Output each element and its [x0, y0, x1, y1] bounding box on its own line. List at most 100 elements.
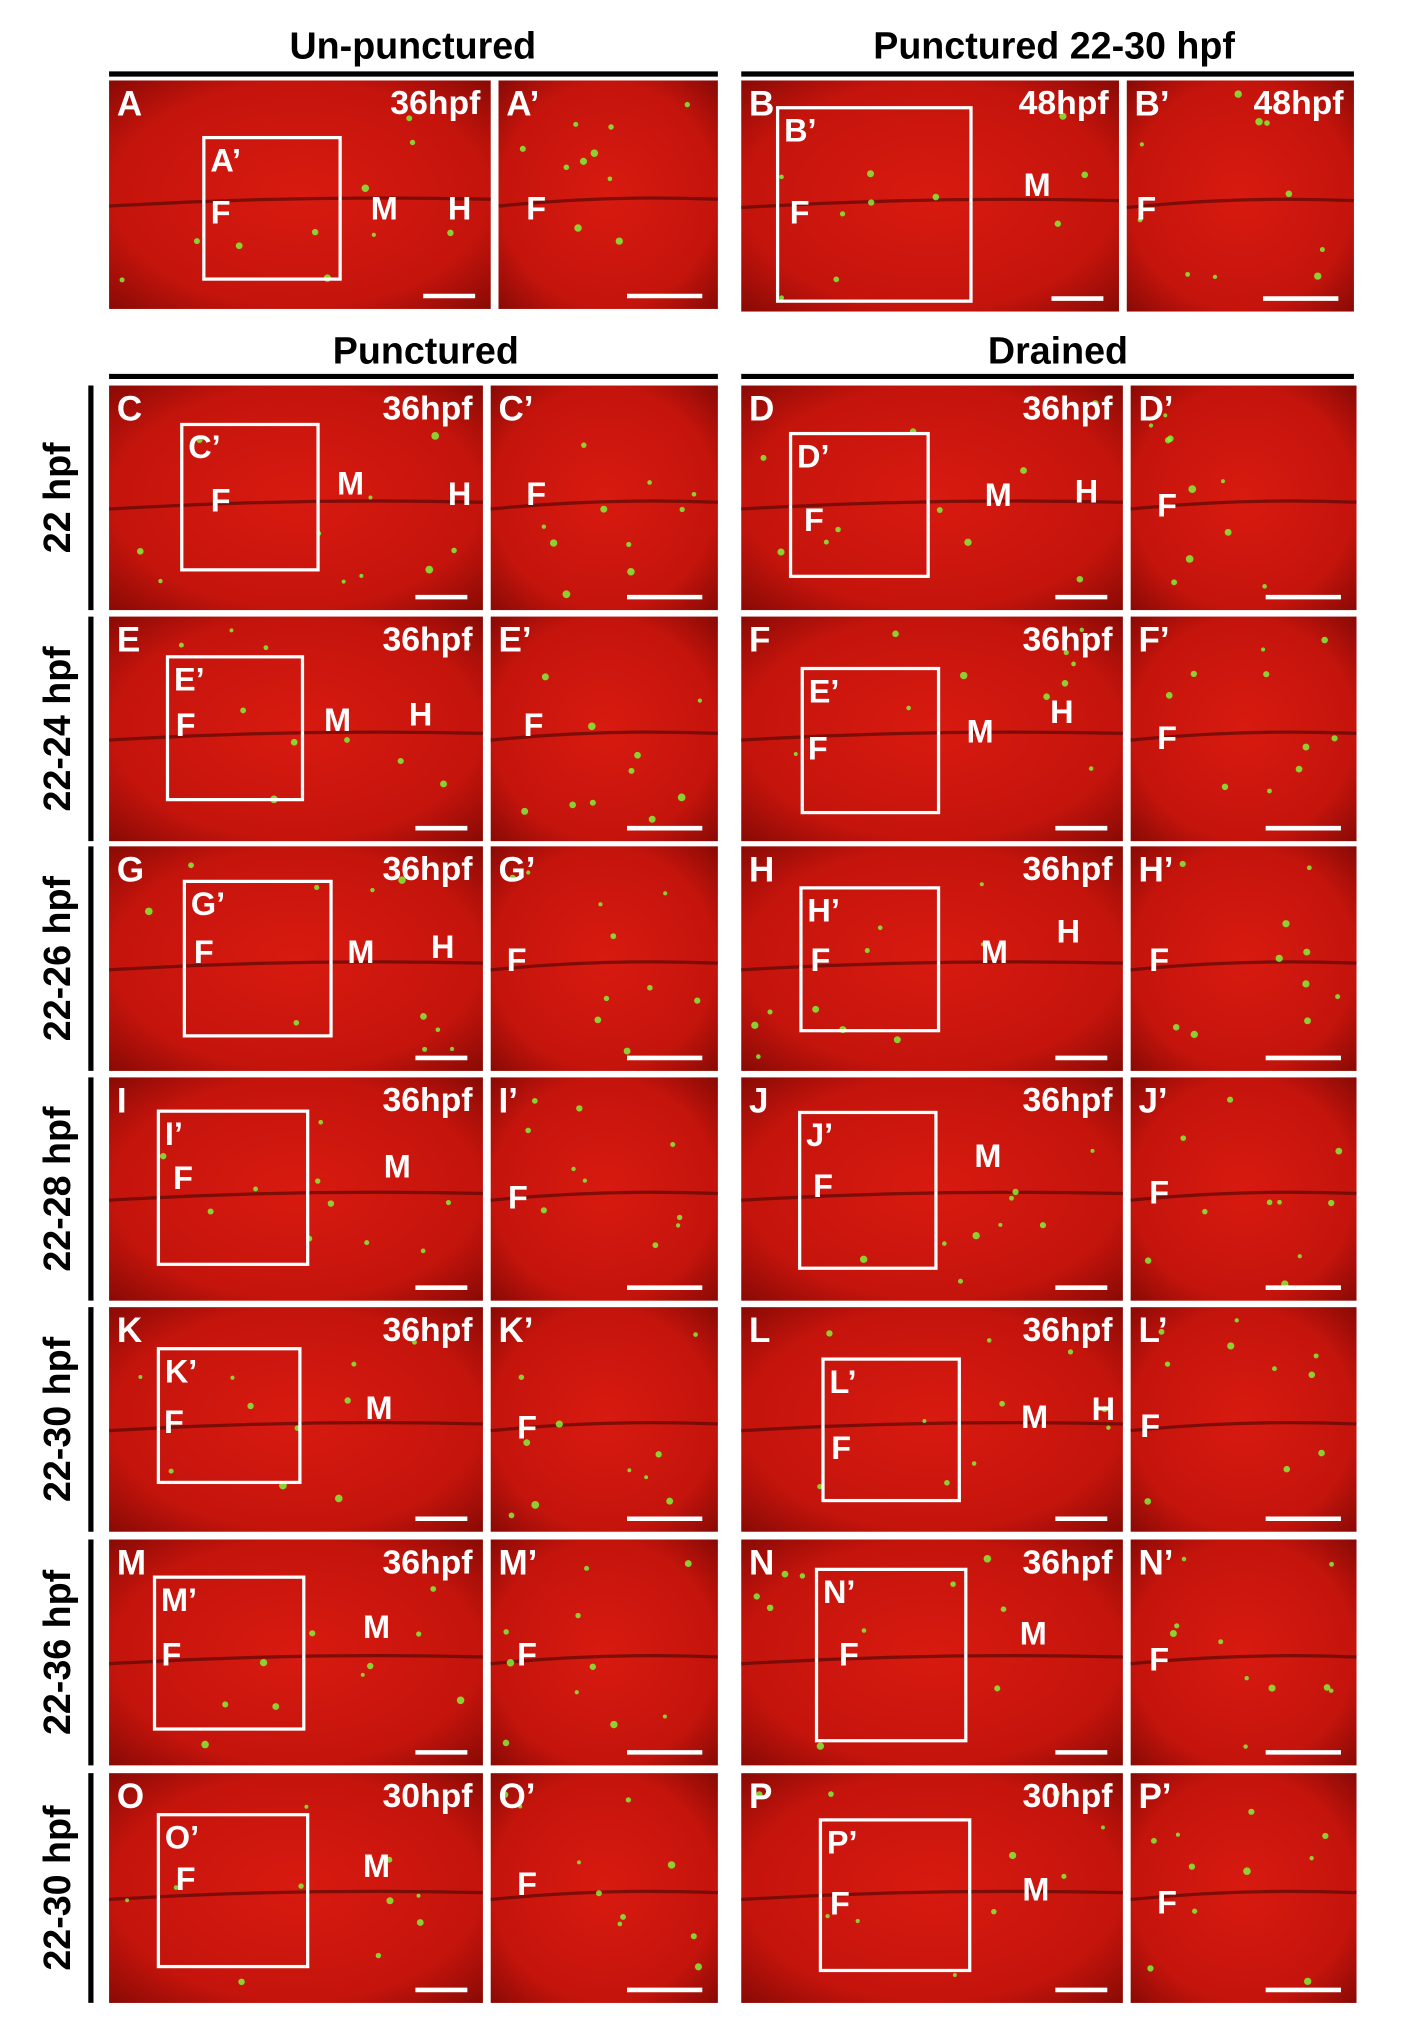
micrograph	[109, 1773, 483, 2003]
region-label: F	[839, 1636, 859, 1672]
midline	[490, 499, 718, 511]
cell-dot	[1067, 1349, 1074, 1355]
cell-dot	[957, 1278, 964, 1284]
inset-label: E’	[809, 673, 840, 709]
cell-dot	[663, 891, 668, 896]
inset-label: K’	[165, 1353, 197, 1389]
column-header: Drained	[988, 329, 1128, 371]
region-label: F	[524, 707, 544, 743]
cell-dot	[569, 801, 576, 809]
micrograph	[490, 616, 718, 842]
cell-dot	[1243, 1744, 1248, 1749]
cell-dot	[563, 164, 570, 171]
cell-dot	[1165, 692, 1173, 699]
cell-dot	[1255, 117, 1263, 126]
micrograph	[741, 80, 1119, 312]
row-label: 22-28 hpf	[36, 1106, 78, 1272]
cell-dot	[595, 1890, 602, 1897]
cell-dot	[1088, 766, 1094, 771]
cell-dot	[594, 1016, 602, 1024]
cell-dot	[793, 752, 798, 756]
inset-label: A’	[210, 142, 241, 178]
panel-label: H’	[1138, 850, 1173, 889]
region-label: F	[804, 502, 824, 538]
cell-dot	[420, 1012, 427, 1020]
stage-label: 30hpf	[1022, 1777, 1113, 1815]
cell-dot	[816, 1742, 825, 1750]
stage-label: 36hpf	[1022, 1543, 1113, 1581]
region-label: M	[1022, 1871, 1049, 1907]
cell-dot	[833, 276, 840, 283]
midline	[1130, 1190, 1357, 1202]
inset-box	[814, 1567, 968, 1743]
region-label: F	[211, 482, 231, 518]
cell-dot	[693, 1332, 698, 1337]
cell-dot	[980, 942, 985, 947]
cell-dot	[835, 526, 841, 533]
micrograph	[1130, 1077, 1357, 1301]
region-label: F	[1157, 1884, 1177, 1920]
cell-dot	[430, 1586, 437, 1592]
cell-dot	[1328, 1199, 1335, 1207]
cell-dot	[193, 238, 200, 245]
cell-dot	[447, 229, 454, 237]
cell-dot	[753, 1593, 760, 1600]
region-label: F	[1157, 720, 1177, 756]
region-label: M	[363, 1848, 390, 1884]
micrograph	[490, 846, 718, 1071]
panel-label: B’	[1135, 85, 1170, 124]
cell-dot	[1297, 1254, 1302, 1259]
panel-label: E’	[499, 621, 532, 660]
cell-dot	[675, 1223, 681, 1228]
cell-dot	[1106, 1425, 1111, 1430]
inset-label: L’	[830, 1364, 857, 1400]
cell-dot	[628, 767, 635, 774]
cell-dot	[684, 101, 690, 108]
cell-dot	[465, 641, 471, 648]
cell-dot	[1174, 1623, 1180, 1629]
cell-dot	[1304, 1017, 1311, 1025]
midline	[108, 730, 483, 742]
panel-label: H	[749, 850, 774, 889]
cell-dot	[451, 547, 457, 554]
column-header: Punctured	[333, 329, 519, 371]
cell-dot	[1020, 467, 1027, 474]
cell-dot	[1180, 1135, 1187, 1141]
cell-dot	[440, 780, 447, 788]
row-label: 22-30 hpf	[36, 1336, 78, 1502]
cell-dot	[259, 1658, 268, 1667]
cell-dot	[364, 1240, 370, 1246]
cell-dot	[571, 1166, 576, 1172]
cell-dot	[944, 1479, 950, 1486]
cell-dot	[655, 1451, 662, 1458]
cell-dot	[1061, 1873, 1067, 1879]
region-label: H	[431, 929, 454, 965]
cell-dot	[318, 1119, 324, 1125]
region-label: M	[981, 934, 1008, 970]
cell-dot	[581, 442, 587, 448]
panel-label: L	[749, 1311, 770, 1350]
cell-dot	[1321, 636, 1328, 644]
region-label: F	[161, 1636, 181, 1672]
inset-box	[156, 1347, 302, 1485]
cell-dot	[1147, 1965, 1154, 1972]
cell-dot	[864, 948, 870, 954]
cell-dot	[1212, 274, 1218, 280]
cell-dot	[760, 454, 767, 461]
micrograph	[490, 385, 718, 611]
cell-dot	[647, 480, 652, 485]
cell-dot	[1283, 1465, 1291, 1473]
cell-dot	[160, 1152, 167, 1160]
cell-dot	[344, 1397, 351, 1404]
region-label: M	[347, 934, 374, 970]
panel-label: M	[117, 1544, 146, 1583]
region-label: M	[366, 1390, 393, 1426]
region-label: H	[1092, 1391, 1115, 1427]
inset-box	[800, 666, 941, 815]
panel-label: K’	[499, 1311, 534, 1350]
midline	[108, 499, 483, 511]
region-label: M	[1020, 1616, 1047, 1652]
cell-dot	[620, 1913, 626, 1920]
region-label: H	[1050, 694, 1073, 730]
cell-dot	[751, 1021, 759, 1029]
